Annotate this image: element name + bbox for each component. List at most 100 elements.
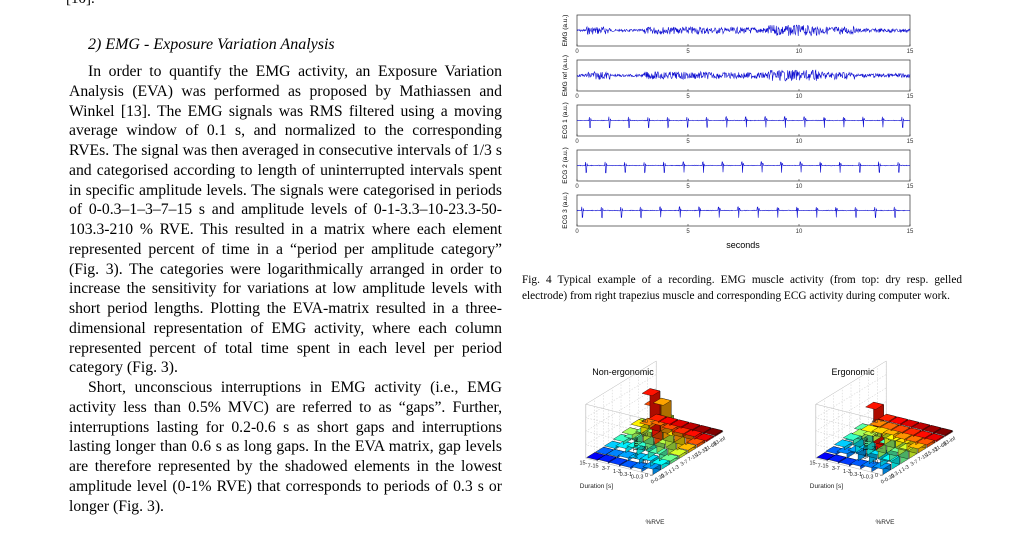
z-axis-label: % Time <box>863 437 870 459</box>
ergonomic-title: Ergonomic <box>831 367 875 377</box>
rve-tick-label: 63-inf <box>712 436 727 448</box>
x-tick-label: 15 <box>907 184 914 190</box>
rve-tick-label: 3-7 <box>910 459 920 468</box>
signal-trace <box>576 24 911 37</box>
rve-tick-label: 0.3-1 <box>890 469 903 480</box>
duration-tick-label: 0-0.3 <box>861 475 874 481</box>
z-tick <box>649 447 654 449</box>
floor-gridline <box>815 404 884 476</box>
z-tick-label: 0 <box>645 473 648 479</box>
z-tick <box>649 461 654 463</box>
z-tick <box>879 434 884 436</box>
eva-bar <box>668 448 688 459</box>
floor-gridline <box>652 421 724 476</box>
floor-gridline <box>882 421 954 476</box>
z-tick-label: 0 <box>875 473 878 479</box>
rve-tick-label: 31-63 <box>933 441 948 453</box>
z-tick <box>649 434 654 436</box>
rve-tick-label: 0.3-1 <box>660 469 673 480</box>
duration-tick-label: 0-0.3 <box>631 475 644 481</box>
paragraph-eva: In order to quantify the EMG activity, a… <box>69 63 502 377</box>
x-tick-label: 10 <box>796 139 803 145</box>
rve-axis-label: %RVE <box>645 519 665 526</box>
body-text-column: In order to quantify the EMG activity, a… <box>69 62 502 516</box>
eva-bar <box>681 422 701 432</box>
z-tick <box>879 474 884 476</box>
z-tick-label: 10 <box>872 460 878 466</box>
rve-tick-label: 7-15 <box>917 453 929 463</box>
duration-tick-label: 3-7 <box>602 466 610 472</box>
rve-tick-label: 63-inf <box>942 436 957 448</box>
trace-label: ECG 3 (a.u.) <box>562 192 569 228</box>
signal-trace <box>576 69 911 82</box>
trace-label: ECG 1 (a.u.) <box>562 102 569 138</box>
x-tick-label: 5 <box>686 49 690 55</box>
x-tick-label: 5 <box>686 139 690 145</box>
eva-bar <box>692 425 712 435</box>
z-tick <box>879 420 884 422</box>
rve-tick-label: 1-3 <box>671 464 681 473</box>
x-tick-label: 10 <box>796 94 803 100</box>
x-tick-label: 0 <box>575 184 579 190</box>
floor-gridline <box>585 404 654 476</box>
eva-bar <box>695 433 715 443</box>
figure4-caption: Fig. 4 Typical example of a recording. E… <box>522 274 962 302</box>
trace-label: EMG ref (a.u.) <box>562 55 569 96</box>
duration-tick-label: 7-15 <box>588 463 599 469</box>
x-tick-label: 5 <box>686 229 690 235</box>
rve-axis-label: %RVE <box>875 519 895 526</box>
duration-tick-label: 0.3-1 <box>850 472 863 478</box>
figure4-recording-plot: EMG (a.u.) 0 5 10 15 EMG ref (a.u.) 0 5 10 15 ECG … <box>562 15 914 250</box>
paragraph-gaps: Short, unconscious interruptions in EMG … <box>69 379 502 515</box>
z-tick-label: 10 <box>642 460 648 466</box>
z-tick-label: 40 <box>642 419 648 425</box>
x-tick-label: 0 <box>575 139 579 145</box>
duration-tick-label: 1-3 <box>613 469 621 475</box>
floor-gridline <box>641 418 713 473</box>
trace-panels: EMG (a.u.) 0 5 10 15 EMG ref (a.u.) 0 5 10 15 ECG … <box>562 15 914 235</box>
seconds-axis-label: seconds <box>726 240 760 250</box>
x-tick-label: 0 <box>575 94 579 100</box>
x-tick-label: 10 <box>796 49 803 55</box>
previous-text-fragment: [10]. <box>66 0 95 8</box>
rve-tick-label: 15-31 <box>695 447 710 459</box>
duration-tick-label: 1-3 <box>843 469 851 475</box>
z-axis-label: % Time <box>633 437 640 459</box>
duration-axis-label: Duration [s] <box>580 483 613 490</box>
trace-label: ECG 2 (a.u.) <box>562 147 569 183</box>
z-tick <box>649 474 654 476</box>
rve-tick-label: 15-31 <box>925 447 940 459</box>
z-tick <box>649 420 654 422</box>
x-tick-label: 0 <box>575 229 579 235</box>
trace-label: EMG (a.u.) <box>562 15 569 47</box>
rve-tick-label: 31-63 <box>703 441 718 453</box>
x-tick-label: 15 <box>907 94 914 100</box>
rve-tick-label: 7-15 <box>687 453 699 463</box>
signal-trace <box>576 161 911 174</box>
eva-bar <box>703 427 723 438</box>
duration-tick-label: 7-15 <box>818 463 829 469</box>
signal-trace <box>576 206 911 219</box>
x-tick-label: 0 <box>575 49 579 55</box>
x-tick-label: 10 <box>796 184 803 190</box>
z-tick-label: 20 <box>872 446 878 452</box>
z-tick-label: 30 <box>642 433 648 439</box>
x-tick-label: 10 <box>796 229 803 235</box>
x-tick-label: 5 <box>686 94 690 100</box>
z-tick <box>879 461 884 463</box>
rve-tick-label: 3-7 <box>680 459 690 468</box>
rve-tick-label: 1-3 <box>901 464 911 473</box>
z-tick-label: 30 <box>872 433 878 439</box>
section-heading: 2) EMG - Exposure Variation Analysis <box>88 36 335 53</box>
x-tick-label: 15 <box>907 49 914 55</box>
z-tick-label: 20 <box>642 446 648 452</box>
z-tick <box>879 447 884 449</box>
eva-bar <box>869 419 889 429</box>
eva-bar <box>659 453 679 465</box>
z-tick-label: 40 <box>872 419 878 425</box>
duration-tick-label: 0.3-1 <box>620 472 633 478</box>
non-ergonomic-title: Non-ergonomic <box>592 367 654 377</box>
eva-bar <box>833 439 853 451</box>
